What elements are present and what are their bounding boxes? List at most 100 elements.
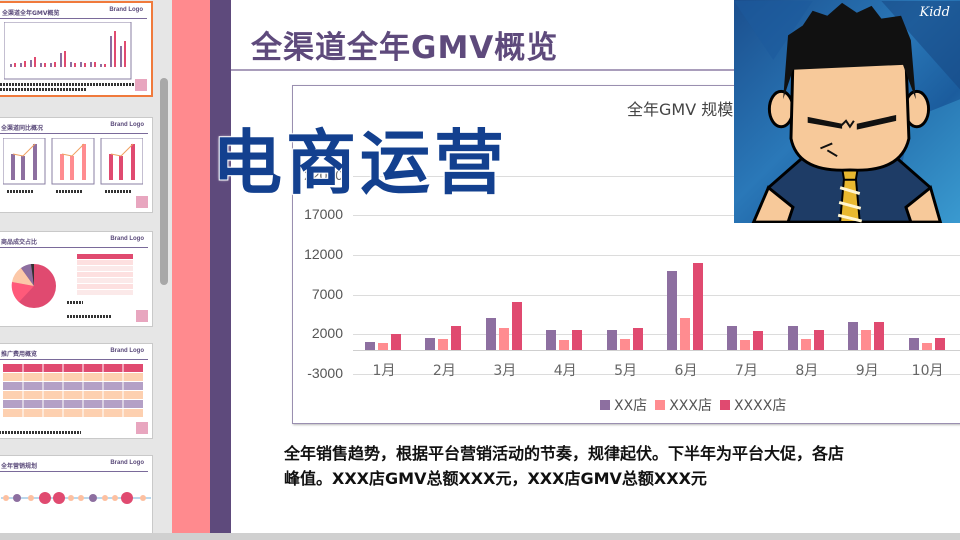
slide-thumbnail-2[interactable]: 全渠道同比概况 Brand Logo [0, 117, 153, 213]
chart-bar[interactable] [813, 330, 824, 350]
thumbnail-combo-charts [3, 138, 143, 185]
thumbnail-table [77, 254, 133, 295]
chart-bar[interactable] [438, 338, 449, 350]
y-axis-tick-label: 7000 [311, 285, 343, 302]
chart-bar[interactable] [391, 334, 401, 350]
thumbnail-rule [0, 359, 148, 360]
legend-item: XXX店 [655, 395, 712, 415]
chart-zero-line [353, 350, 960, 351]
x-axis-tick-label: 7月 [734, 363, 758, 379]
y-axis-tick-label: 12000 [304, 245, 343, 262]
chart-bar[interactable] [498, 327, 509, 350]
thumbnail-title: 商品成交占比 [1, 239, 38, 246]
status-bar [0, 533, 960, 540]
chart-bar[interactable] [874, 322, 885, 350]
x-axis-tick-label: 3月 [493, 363, 517, 379]
thumbnail-brand-logo: Brand Logo [109, 7, 143, 13]
thumbnail-text [0, 431, 81, 434]
x-axis-tick-label: 4月 [553, 363, 577, 379]
thumbnail-text [0, 88, 87, 91]
legend-swatch-icon [600, 400, 610, 410]
x-axis-tick-label: 9月 [855, 363, 879, 379]
thumbnail-text [67, 315, 112, 318]
chart-bar[interactable] [908, 338, 919, 350]
chart-bar[interactable] [485, 318, 496, 350]
chart-bar[interactable] [680, 318, 690, 350]
chart-bar[interactable] [572, 330, 583, 350]
thumbnail-corner-decor [136, 310, 148, 322]
chart-gridline [353, 175, 960, 177]
chart-bar[interactable] [753, 330, 764, 350]
thumbnail-title: 全年营销规划 [1, 463, 38, 470]
chart-gridline [353, 294, 960, 296]
description-line-1: 全年销售趋势，根据平台营销活动的节奏，规律起伏。下半年为平台大促，各店 [284, 444, 845, 463]
chart-bar[interactable] [425, 338, 436, 350]
chart-legend: XX店 XXX店 XXXX店 [600, 395, 786, 415]
x-axis-tick-label: 8月 [795, 363, 819, 379]
thumbnail-corner-decor [136, 196, 148, 208]
y-axis-tick-label: 17000 [304, 206, 343, 223]
thumbnail-rule [0, 18, 147, 19]
slide-thumbnail-1[interactable]: 全渠道全年GMV概览 Brand Logo [0, 1, 153, 97]
legend-item: XX店 [600, 395, 647, 415]
slide-pink-stripe [172, 0, 210, 533]
chart-bar[interactable] [451, 326, 462, 350]
chart-bar[interactable] [861, 330, 872, 350]
thumbnail-rule [0, 133, 148, 134]
title-divider [231, 69, 960, 71]
thumbnail-title: 全渠道同比概况 [1, 125, 44, 132]
chart-bar[interactable] [546, 330, 557, 350]
thumbnail-text [7, 190, 33, 193]
slide-thumbnail-4[interactable]: 推广费用概览 Brand Logo [0, 343, 153, 439]
thumbnail-brand-logo: Brand Logo [110, 460, 144, 466]
chart-bar[interactable] [632, 327, 643, 350]
chart-bar[interactable] [667, 270, 677, 350]
chart-bar[interactable] [511, 302, 522, 350]
legend-swatch-icon [655, 400, 666, 410]
slide-thumbnail-5[interactable]: 全年营销规划 Brand Logo [0, 455, 153, 540]
thumbnail-rule [0, 471, 148, 472]
slide-title[interactable]: 全渠道全年GMV概览 [251, 30, 559, 66]
thumbnail-timeline [1, 492, 151, 504]
thumbnail-table [3, 364, 143, 417]
legend-label: XXX店 [669, 398, 712, 414]
chart-bar[interactable] [378, 342, 388, 350]
avatar-signature: Kidd [919, 5, 950, 20]
chart-bar[interactable] [800, 338, 811, 350]
legend-label: XX店 [614, 398, 648, 414]
chart-bar[interactable] [787, 326, 798, 350]
chart-bar[interactable] [619, 338, 630, 350]
thumbnail-scrollbar-thumb[interactable] [160, 78, 168, 285]
chart-bar[interactable] [693, 262, 703, 350]
chart-bar[interactable] [727, 326, 738, 350]
thumbnail-brand-logo: Brand Logo [110, 236, 144, 242]
chart-bar[interactable] [934, 338, 945, 350]
chart-bar[interactable] [740, 339, 751, 350]
slide-description[interactable]: 全年销售趋势，根据平台营销活动的节奏，规律起伏。下半年为平台大促，各店 峰值。X… [284, 441, 960, 491]
legend-item: XXXX店 [719, 395, 787, 415]
chart-gridline [353, 373, 960, 375]
thumbnail-pie-chart [11, 263, 56, 308]
thumbnail-corner-decor [136, 422, 148, 434]
chart-bar[interactable] [606, 330, 617, 350]
cartoon-man-icon [734, 0, 960, 223]
chart-bar[interactable] [559, 339, 570, 350]
thumbnail-text [0, 83, 137, 86]
chart-bar[interactable] [921, 342, 932, 350]
x-axis-tick-label: 2月 [432, 363, 456, 379]
x-axis-tick-label: 1月 [372, 363, 396, 379]
thumbnail-brand-logo: Brand Logo [110, 348, 144, 354]
thumbnail-brand-logo: Brand Logo [110, 122, 144, 128]
legend-label: XXXX店 [733, 398, 787, 414]
chart-gridline [353, 334, 960, 336]
thumbnail-title: 全渠道全年GMV概览 [2, 10, 60, 17]
thumbnail-text [56, 190, 82, 193]
x-axis-tick-label: 10月 [911, 363, 944, 379]
chart-bar[interactable] [365, 342, 375, 350]
y-axis-tick-label: -3000 [307, 364, 343, 381]
slide-thumbnail-panel: 全渠道全年GMV概览 Brand Logo 全渠道同比概况 Brand Logo [0, 0, 172, 540]
avatar: Kidd [734, 0, 960, 223]
chart-bar[interactable] [848, 322, 859, 350]
slide-thumbnail-3[interactable]: 商品成交占比 Brand Logo [0, 231, 153, 327]
